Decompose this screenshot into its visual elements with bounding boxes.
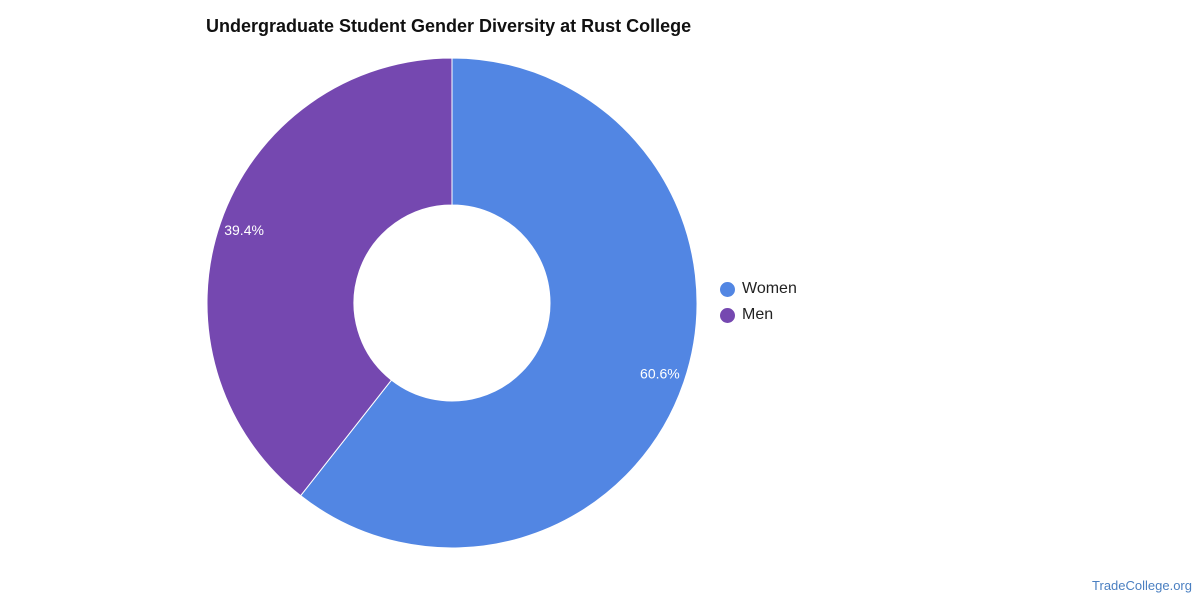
legend-item-men[interactable]: Men (720, 306, 797, 324)
legend-item-women[interactable]: Women (720, 280, 797, 298)
data-label-women: 60.6% (640, 366, 680, 382)
chart-legend: Women Men (720, 280, 797, 324)
legend-swatch (720, 281, 735, 297)
legend-label: Women (742, 280, 797, 297)
slice-men (206, 57, 453, 497)
slice-women (299, 57, 698, 549)
chart-title: Undergraduate Student Gender Diversity a… (206, 16, 692, 36)
legend-swatch (720, 307, 735, 323)
data-label-men: 39.4% (224, 222, 264, 238)
legend-label: Men (742, 306, 774, 323)
watermark: TradeCollege.org (1092, 578, 1192, 593)
